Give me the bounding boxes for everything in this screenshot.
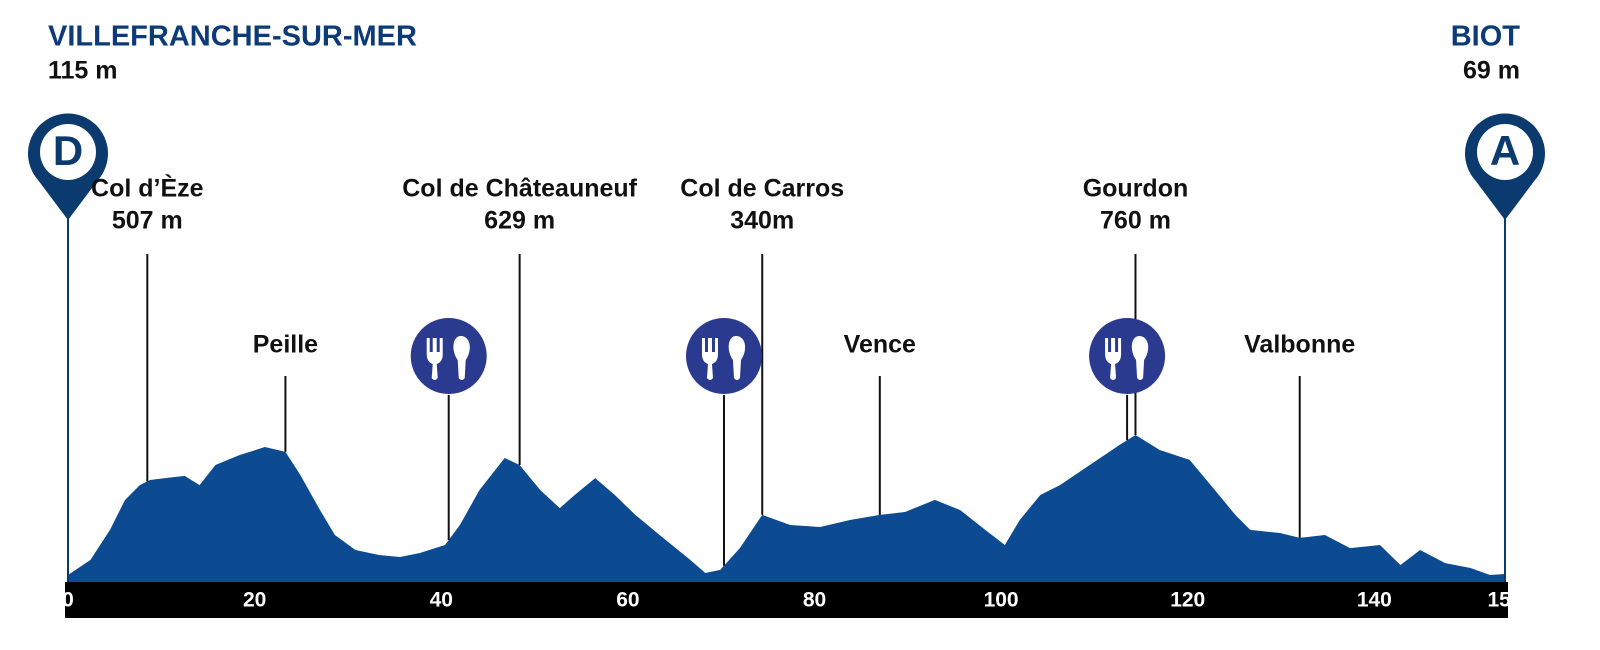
climb-name: Col d’Èze — [91, 174, 204, 203]
spoon — [728, 336, 746, 380]
climb-name: Gourdon — [1083, 175, 1189, 203]
fork — [701, 338, 718, 380]
feed-circle — [685, 318, 762, 394]
x-tick-label: 140 — [1357, 589, 1392, 612]
climb-elevation: 340m — [730, 207, 794, 235]
x-tick-label: 100 — [984, 589, 1019, 612]
pin-inner — [1477, 124, 1533, 180]
feed-circle — [1089, 318, 1166, 394]
start-elevation: 115 m — [48, 57, 118, 85]
climb-elevation: 507 m — [112, 207, 183, 235]
town-name: Valbonne — [1244, 331, 1355, 359]
x-tick-label: 40 — [430, 589, 453, 612]
climb-elevation: 760 m — [1100, 207, 1171, 235]
pin-inner — [40, 124, 96, 180]
feed-zone-icon — [685, 318, 762, 394]
feed-zone-icon — [1089, 318, 1166, 394]
spoon — [1131, 336, 1149, 380]
spoon — [453, 336, 470, 380]
climb-elevation: 629 m — [484, 207, 555, 235]
finish-name: BIOT — [1451, 21, 1521, 53]
finish-elevation: 69 m — [1463, 57, 1520, 85]
climb-name: Col de Carros — [680, 175, 844, 203]
x-tick-label: 80 — [803, 589, 826, 612]
elevation-profile — [68, 434, 1505, 582]
pin-letter: A — [1490, 127, 1520, 174]
x-tick-label: 0 — [62, 589, 74, 612]
pin-letter: D — [53, 127, 83, 174]
town-name: Vence — [844, 331, 916, 359]
x-tick-label: 154 — [1487, 589, 1522, 612]
start-name: VILLEFRANCHE-SUR-MER — [48, 21, 417, 53]
feed-zone-icon — [410, 318, 487, 394]
fork — [1105, 338, 1122, 380]
x-tick-label: 60 — [616, 589, 639, 612]
x-tick-label: 20 — [243, 589, 266, 612]
axis-bar — [65, 582, 1508, 618]
town-name: Peille — [253, 331, 318, 359]
climb-name: Col de Châteauneuf — [402, 175, 637, 203]
feed-circle — [410, 318, 487, 394]
fork — [426, 338, 443, 380]
x-tick-label: 120 — [1170, 589, 1205, 612]
